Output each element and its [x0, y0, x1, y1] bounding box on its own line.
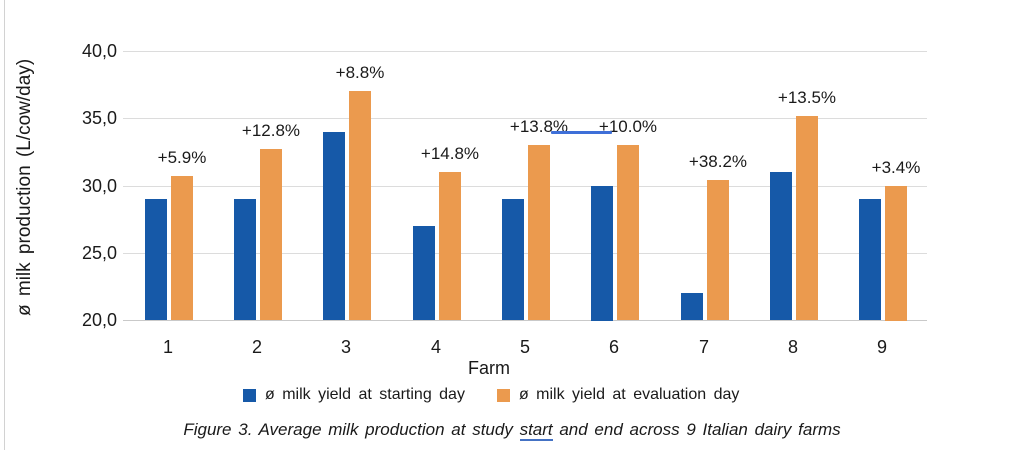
x-tick-label-9: 9: [876, 337, 887, 357]
legend-swatch-orange-icon: [496, 388, 510, 402]
bar-evaluation-farm-4: [439, 172, 461, 320]
y-tick-label: 30,0: [81, 176, 117, 196]
increase-label-farm-5: +13.8%: [509, 117, 569, 136]
bar-start-farm-7: [681, 293, 703, 320]
bar-start-farm-6: [591, 186, 613, 321]
bar-start-farm-3: [323, 132, 345, 320]
y-tick-label: 40,0: [81, 41, 117, 61]
x-tick-label-7: 7: [698, 337, 709, 357]
edit-mark-underline: [551, 131, 612, 134]
increase-label-farm-9: +3.4%: [871, 158, 921, 177]
bar-evaluation-farm-1: [171, 176, 193, 320]
increase-label-farm-6: +10.0%: [598, 117, 658, 136]
x-tick-label-2: 2: [251, 337, 262, 357]
bar-start-farm-8: [770, 172, 792, 320]
x-tick-label-8: 8: [787, 337, 798, 357]
bar-evaluation-farm-6: [617, 145, 639, 320]
legend-entry-evaluation: ø milk yield at evaluation day: [496, 386, 740, 404]
x-tick-label-3: 3: [340, 337, 351, 357]
caption-prefix: Figure 3. Average milk production at stu…: [183, 420, 520, 439]
x-tick-label-6: 6: [608, 337, 619, 357]
increase-label-farm-2: +12.8%: [241, 121, 301, 140]
figure-caption: Figure 3. Average milk production at stu…: [0, 420, 1024, 441]
bar-start-farm-2: [234, 199, 256, 320]
chart-legend: ø milk yield at starting day ø milk yiel…: [243, 386, 739, 404]
x-tick-label-4: 4: [430, 337, 441, 357]
gridline-25,0: [123, 253, 927, 254]
legend-swatch-blue-icon: [243, 388, 256, 402]
bar-start-farm-5: [502, 199, 524, 320]
legend-entry-start: ø milk yield at starting day: [243, 386, 465, 404]
bar-evaluation-farm-2: [260, 149, 282, 320]
legend-label-start: ø milk yield at starting day: [265, 386, 465, 403]
increase-label-farm-4: +14.8%: [420, 144, 480, 163]
y-axis-title: ø milk production (L/cow/day): [14, 58, 35, 316]
bar-evaluation-farm-3: [349, 91, 371, 320]
bar-start-farm-4: [413, 226, 435, 320]
y-tick-label: 25,0: [81, 243, 117, 263]
gridline-20,0: [123, 320, 927, 321]
y-tick-label: 20,0: [81, 310, 117, 330]
bar-evaluation-farm-5: [528, 145, 550, 320]
x-tick-label-5: 5: [519, 337, 530, 357]
x-axis-title: Farm: [468, 358, 510, 378]
bar-evaluation-farm-7: [707, 180, 729, 320]
gridline-40,0: [123, 51, 927, 52]
caption-suffix: and end across 9 Italian dairy farms: [552, 420, 841, 439]
increase-label-farm-8: +13.5%: [777, 88, 837, 107]
x-tick-label-1: 1: [162, 337, 173, 357]
page-left-border: [4, 0, 5, 450]
bar-evaluation-farm-8: [796, 116, 818, 320]
bar-start-farm-9: [859, 199, 881, 320]
gridline-35,0: [123, 118, 927, 119]
increase-label-farm-3: +8.8%: [335, 63, 385, 82]
y-tick-label: 35,0: [81, 108, 117, 128]
gridline-30,0: [123, 186, 927, 187]
caption-underlined-word: start: [519, 420, 553, 441]
increase-label-farm-1: +5.9%: [157, 148, 207, 167]
bar-evaluation-farm-9: [885, 186, 907, 321]
increase-label-farm-7: +38.2%: [688, 152, 748, 171]
bar-start-farm-1: [145, 199, 167, 320]
legend-label-evaluation: ø milk yield at evaluation day: [518, 386, 740, 403]
